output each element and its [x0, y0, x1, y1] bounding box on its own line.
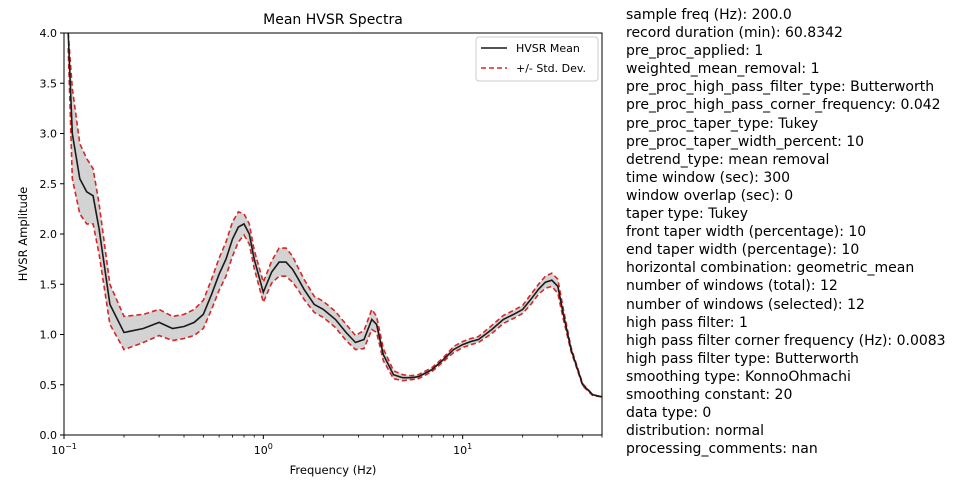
metadata-line: time window (sec): 300	[626, 169, 791, 186]
mean-line	[67, 33, 602, 398]
y-tick-label: 1.0	[40, 329, 58, 342]
metadata-line: processing_comments: nan	[626, 441, 818, 458]
metadata-line: pre_proc_high_pass_corner_frequency: 0.0…	[626, 97, 941, 114]
y-tick-label: 1.5	[40, 278, 58, 291]
legend-std-label: +/- Std. Dev.	[516, 62, 586, 75]
metadata-line: pre_proc_applied: 1	[626, 43, 764, 60]
legend-mean-label: HVSR Mean	[516, 42, 580, 55]
metadata-line: taper type: Tukey	[626, 206, 749, 223]
x-tick-label: 100	[254, 442, 273, 457]
metadata-line: record duration (min): 60.8342	[626, 25, 843, 42]
y-tick-label: 3.5	[40, 77, 58, 90]
hvsr-chart: Mean HVSR Spectra 0.0 0.5 1.0 1.5 2.0 2.5 3.0 3…	[16, 12, 603, 477]
metadata-line: end taper width (percentage): 10	[626, 242, 860, 259]
metadata-line: data type: 0	[626, 405, 712, 422]
metadata-line: window overlap (sec): 0	[626, 187, 794, 204]
metadata-line: number of windows (total): 12	[626, 278, 838, 295]
y-tick-label: 2.5	[40, 178, 58, 191]
metadata-line: high pass filter corner frequency (Hz): …	[626, 332, 946, 349]
y-axis-label: HVSR Amplitude	[16, 187, 30, 281]
metadata-line: weighted_mean_removal: 1	[626, 61, 820, 78]
series-group	[67, 33, 602, 398]
metadata-line: pre_proc_taper_type: Tukey	[626, 115, 819, 132]
metadata-line: high pass filter type: Butterworth	[626, 350, 859, 367]
processing-metadata: sample freq (Hz): 200.0 record duration (…	[626, 6, 946, 458]
y-tick-label: 3.0	[40, 128, 58, 141]
plot-frame	[63, 32, 603, 436]
y-tick-label: 0.0	[40, 429, 58, 442]
x-tick-label: 10−1	[51, 442, 77, 457]
y-tick-label: 4.0	[40, 27, 58, 40]
metadata-line: smoothing constant: 20	[626, 386, 793, 403]
metadata-line: horizontal combination: geometric_mean	[626, 260, 915, 277]
data-layer	[67, 33, 602, 398]
metadata-line: sample freq (Hz): 200.0	[626, 7, 792, 23]
y-tick-label: 0.5	[40, 379, 58, 392]
metadata-line: front taper width (percentage): 10	[626, 224, 867, 241]
metadata-line: number of windows (selected): 12	[626, 296, 865, 313]
x-tick-label: 101	[453, 442, 472, 457]
std-lower-line	[67, 48, 602, 398]
metadata-line: smoothing type: KonnoOhmachi	[626, 368, 851, 385]
metadata-line: distribution: normal	[626, 423, 765, 440]
metadata-line: detrend_type: mean removal	[626, 151, 830, 168]
metadata-line: high pass filter: 1	[626, 314, 748, 331]
metadata-line: pre_proc_taper_width_percent: 10	[626, 133, 865, 150]
std-band-fill	[68, 33, 602, 397]
ticks-layer: 0.0 0.5 1.0 1.5 2.0 2.5 3.0 3.5 4.0 10−1 100 101	[40, 27, 603, 457]
chart-title: Mean HVSR Spectra	[263, 12, 403, 28]
x-axis-label: Frequency (Hz)	[290, 463, 377, 477]
legend: HVSR Mean +/- Std. Dev.	[475, 36, 599, 82]
metadata-line: pre_proc_high_pass_filter_type: Butterwo…	[626, 79, 935, 96]
y-tick-label: 2.0	[40, 228, 58, 241]
std-upper-line	[67, 33, 602, 398]
